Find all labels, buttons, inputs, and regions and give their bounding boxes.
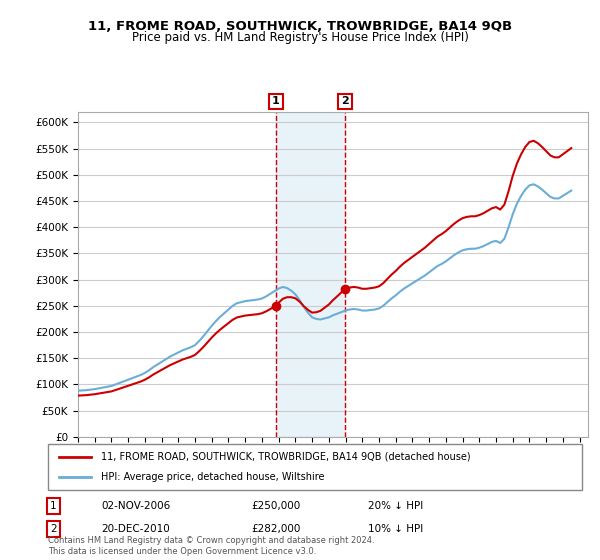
FancyBboxPatch shape bbox=[48, 444, 582, 490]
Text: 2: 2 bbox=[341, 96, 349, 106]
Text: 2: 2 bbox=[50, 524, 56, 534]
Text: Contains HM Land Registry data © Crown copyright and database right 2024.
This d: Contains HM Land Registry data © Crown c… bbox=[48, 536, 374, 556]
Text: 1: 1 bbox=[272, 96, 280, 106]
Text: £250,000: £250,000 bbox=[251, 501, 300, 511]
Text: 11, FROME ROAD, SOUTHWICK, TROWBRIDGE, BA14 9QB: 11, FROME ROAD, SOUTHWICK, TROWBRIDGE, B… bbox=[88, 20, 512, 32]
Text: HPI: Average price, detached house, Wiltshire: HPI: Average price, detached house, Wilt… bbox=[101, 472, 325, 482]
Text: £282,000: £282,000 bbox=[251, 524, 300, 534]
Bar bbox=[276, 112, 345, 437]
Text: 20-DEC-2010: 20-DEC-2010 bbox=[101, 524, 170, 534]
Text: 02-NOV-2006: 02-NOV-2006 bbox=[101, 501, 170, 511]
Text: 1: 1 bbox=[50, 501, 56, 511]
Text: 11, FROME ROAD, SOUTHWICK, TROWBRIDGE, BA14 9QB (detached house): 11, FROME ROAD, SOUTHWICK, TROWBRIDGE, B… bbox=[101, 452, 471, 462]
Text: 20% ↓ HPI: 20% ↓ HPI bbox=[368, 501, 424, 511]
Text: Price paid vs. HM Land Registry's House Price Index (HPI): Price paid vs. HM Land Registry's House … bbox=[131, 31, 469, 44]
Text: 10% ↓ HPI: 10% ↓ HPI bbox=[368, 524, 424, 534]
